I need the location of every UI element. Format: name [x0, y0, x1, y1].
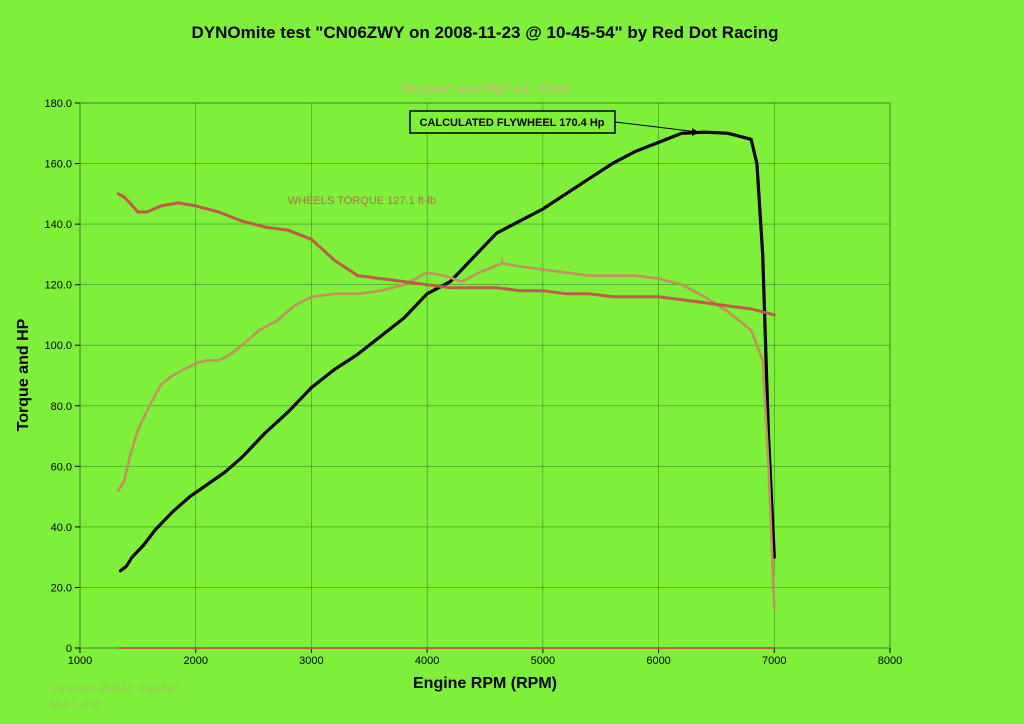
y-tick-label: 0 — [66, 643, 72, 655]
y-tick-label: 160.0 — [44, 159, 72, 171]
x-tick-label: 3000 — [299, 655, 323, 667]
x-tick-label: 8000 — [878, 655, 902, 667]
series-line-1 — [116, 261, 776, 610]
x-tick-label: 2000 — [183, 655, 207, 667]
flywheel-arrow-head — [692, 128, 700, 137]
y-axis-ticks: 0 20.0 40.0 60.0 80.0 100.0 120.0 140.0 160.0 180… — [44, 98, 775, 655]
chart-title: DYNOmite test "CN06ZWY on 2008-11-23 @ 1… — [192, 23, 779, 42]
series-line-2 — [116, 192, 776, 317]
x-axis-label: Engine RPM (RPM) — [413, 675, 557, 692]
flywheel-annotation: CALCULATED FLYWHEEL 170.4 Hp — [409, 110, 700, 137]
y-tick-label: 40.0 — [51, 522, 72, 534]
footnote-correction-method: Correction Method: Standard — [50, 684, 179, 695]
series-layer — [116, 130, 776, 610]
y-axis-label: Torque and HP — [15, 318, 32, 431]
y-tick-label: 80.0 — [51, 401, 72, 413]
chart-subtitle: Torque* and Hp* vs. Time — [401, 80, 570, 96]
y-tick-label: 100.0 — [44, 340, 72, 352]
y-tick-label: 140.0 — [44, 219, 72, 231]
torque-annotation-text: WHEELS TORQUE 127.1 ft-lb — [288, 195, 436, 207]
plot-frame — [79, 102, 891, 649]
x-tick-label: 4000 — [415, 655, 439, 667]
x-tick-label: 7000 — [762, 655, 786, 667]
y-tick-label: 120.0 — [44, 280, 72, 292]
x-axis-ticks: 1000 2000 3000 4000 5000 6000 7000 8000 — [68, 648, 902, 667]
footnote-notes: Notes: STD — [50, 700, 102, 711]
flywheel-annotation-arrow — [614, 121, 700, 133]
x-tick-label: 5000 — [531, 655, 555, 667]
y-tick-label: 20.0 — [51, 582, 72, 594]
grid-lines — [79, 102, 891, 649]
flywheel-annotation-text: CALCULATED FLYWHEEL 170.4 Hp — [420, 117, 605, 129]
y-tick-label: 180.0 — [44, 98, 72, 110]
series-line-0 — [118, 130, 776, 573]
x-tick-label: 6000 — [646, 655, 670, 667]
x-tick-label: 1000 — [68, 655, 92, 667]
y-tick-label: 60.0 — [51, 461, 72, 473]
